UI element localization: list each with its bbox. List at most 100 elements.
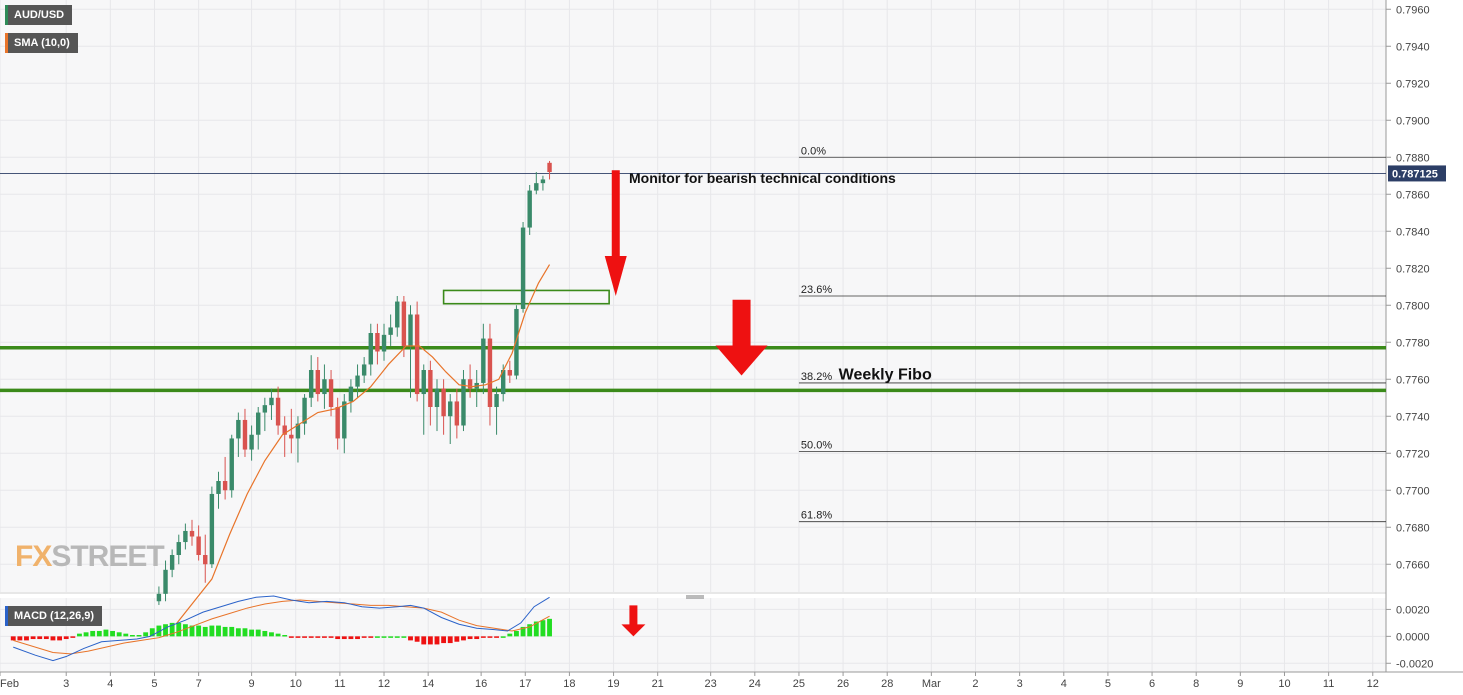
candle-body [315,370,321,395]
candle-body [527,190,532,228]
candle-body [348,386,354,402]
fibonacci-level-label: 38.2% [801,371,832,383]
macd-histogram-bar [24,636,29,641]
macd-histogram-bar [447,636,453,644]
candle-body [342,401,347,439]
fibonacci-level-label: 23.6% [801,284,832,296]
macd-histogram-bar [209,625,215,637]
macd-histogram-bar [434,636,440,645]
candle-body [289,434,294,439]
macd-histogram-bar [176,622,182,637]
price-tick-label: 0.7780 [1396,337,1430,349]
price-tick-label: 0.7960 [1396,4,1430,16]
macd-histogram-bar [249,629,255,637]
time-tick-label: 2 [972,678,978,690]
resistance-box [442,289,610,305]
candle-body [421,370,426,395]
candle-body [388,327,393,335]
macd-histogram-bar [229,626,235,637]
macd-histogram-bar [269,632,274,637]
macd-histogram-bar [368,636,374,638]
bearish-arrow-main [604,170,627,296]
fxstreet-watermark-logo: FXSTREET [15,540,165,573]
price-tick-label: 0.7820 [1396,263,1430,275]
macd-histogram-bar [103,629,109,637]
time-tick-label: 4 [107,678,113,690]
macd-histogram-bar [361,636,367,638]
candle-body [176,542,181,555]
candle-body [236,419,241,439]
time-tick-label: 11 [334,678,345,690]
macd-histogram-bar [17,636,23,641]
price-tick-label: 0.7880 [1396,152,1430,164]
candle-body [441,388,446,417]
candle-body [467,379,473,389]
macd-histogram-bar [507,633,513,637]
macd-histogram-bar [235,628,241,637]
macd-histogram-bar [480,636,486,638]
last-price-label: 0.787125 [1392,168,1438,180]
candle-body [229,438,234,491]
candle-body [494,394,499,407]
price-tick-label: 0.7800 [1396,300,1430,312]
macd-tick-label: 0.0000 [1396,631,1430,643]
bearish-arrow-fibo [715,299,768,376]
annotation-text: Weekly Fibo [839,366,932,383]
candle-body [328,379,334,407]
fibonacci-level-label: 0.0% [801,145,826,157]
macd-histogram-bar [540,620,546,637]
macd-histogram-bar [163,624,168,637]
time-tick-label: 5 [1105,678,1111,690]
time-tick-label: 25 [793,678,805,690]
candle-body [434,388,440,407]
macd-histogram-bar [454,636,460,642]
macd-histogram-bar [348,636,354,640]
macd-histogram-bar [441,636,447,644]
macd-label[interactable]: MACD (12,26,9) [5,606,103,626]
candle-body [414,314,420,395]
time-tick-label: 18 [563,678,575,690]
macd-histogram-bar [77,633,82,637]
time-tick-label: Feb [0,678,19,690]
macd-tick-label: -0.0020 [1396,658,1433,670]
sma-line [176,264,551,624]
macd-histogram-bar [394,636,400,638]
symbol-label[interactable]: AUD/USD [5,5,73,25]
macd-histogram-bar [421,636,427,645]
macd-histogram-bar [533,621,539,637]
time-tick-label: 17 [519,678,531,690]
candle-body [322,379,327,395]
candle-body [282,425,287,435]
candle-body [454,401,460,426]
candle-body [335,407,340,439]
price-tick-label: 0.7840 [1396,226,1430,238]
macd-histogram-bar [355,636,360,640]
candle-body [395,301,400,328]
time-tick-label: 11 [1323,678,1334,690]
candle-body [275,397,281,426]
macd-histogram-bar [427,636,433,645]
time-tick-label: 9 [249,678,255,690]
time-tick-label: 7 [196,678,202,690]
candle-body [401,301,407,346]
candle-body [169,555,175,570]
candle-body [534,183,539,191]
macd-histogram-bar [83,632,89,637]
candle-body [481,338,486,383]
candle-body [209,493,215,565]
macd-histogram-bar [520,626,526,637]
macd-histogram-bar [335,636,341,640]
price-tick-label: 0.7720 [1396,448,1430,460]
macd-histogram-bar [461,636,466,641]
macd-histogram-bar [295,636,301,638]
time-tick-label: 5 [151,678,157,690]
bearish-arrow-macd [621,605,646,637]
candle-body [547,162,552,173]
candle-body [302,397,307,424]
macd-histogram-bar [374,636,380,638]
time-tick-label: 28 [881,678,893,690]
macd-histogram-bar [182,624,188,637]
sma-label[interactable]: SMA (10,0) [5,33,78,53]
macd-histogram-bar [494,636,500,638]
time-tick-label: 3 [63,678,69,690]
